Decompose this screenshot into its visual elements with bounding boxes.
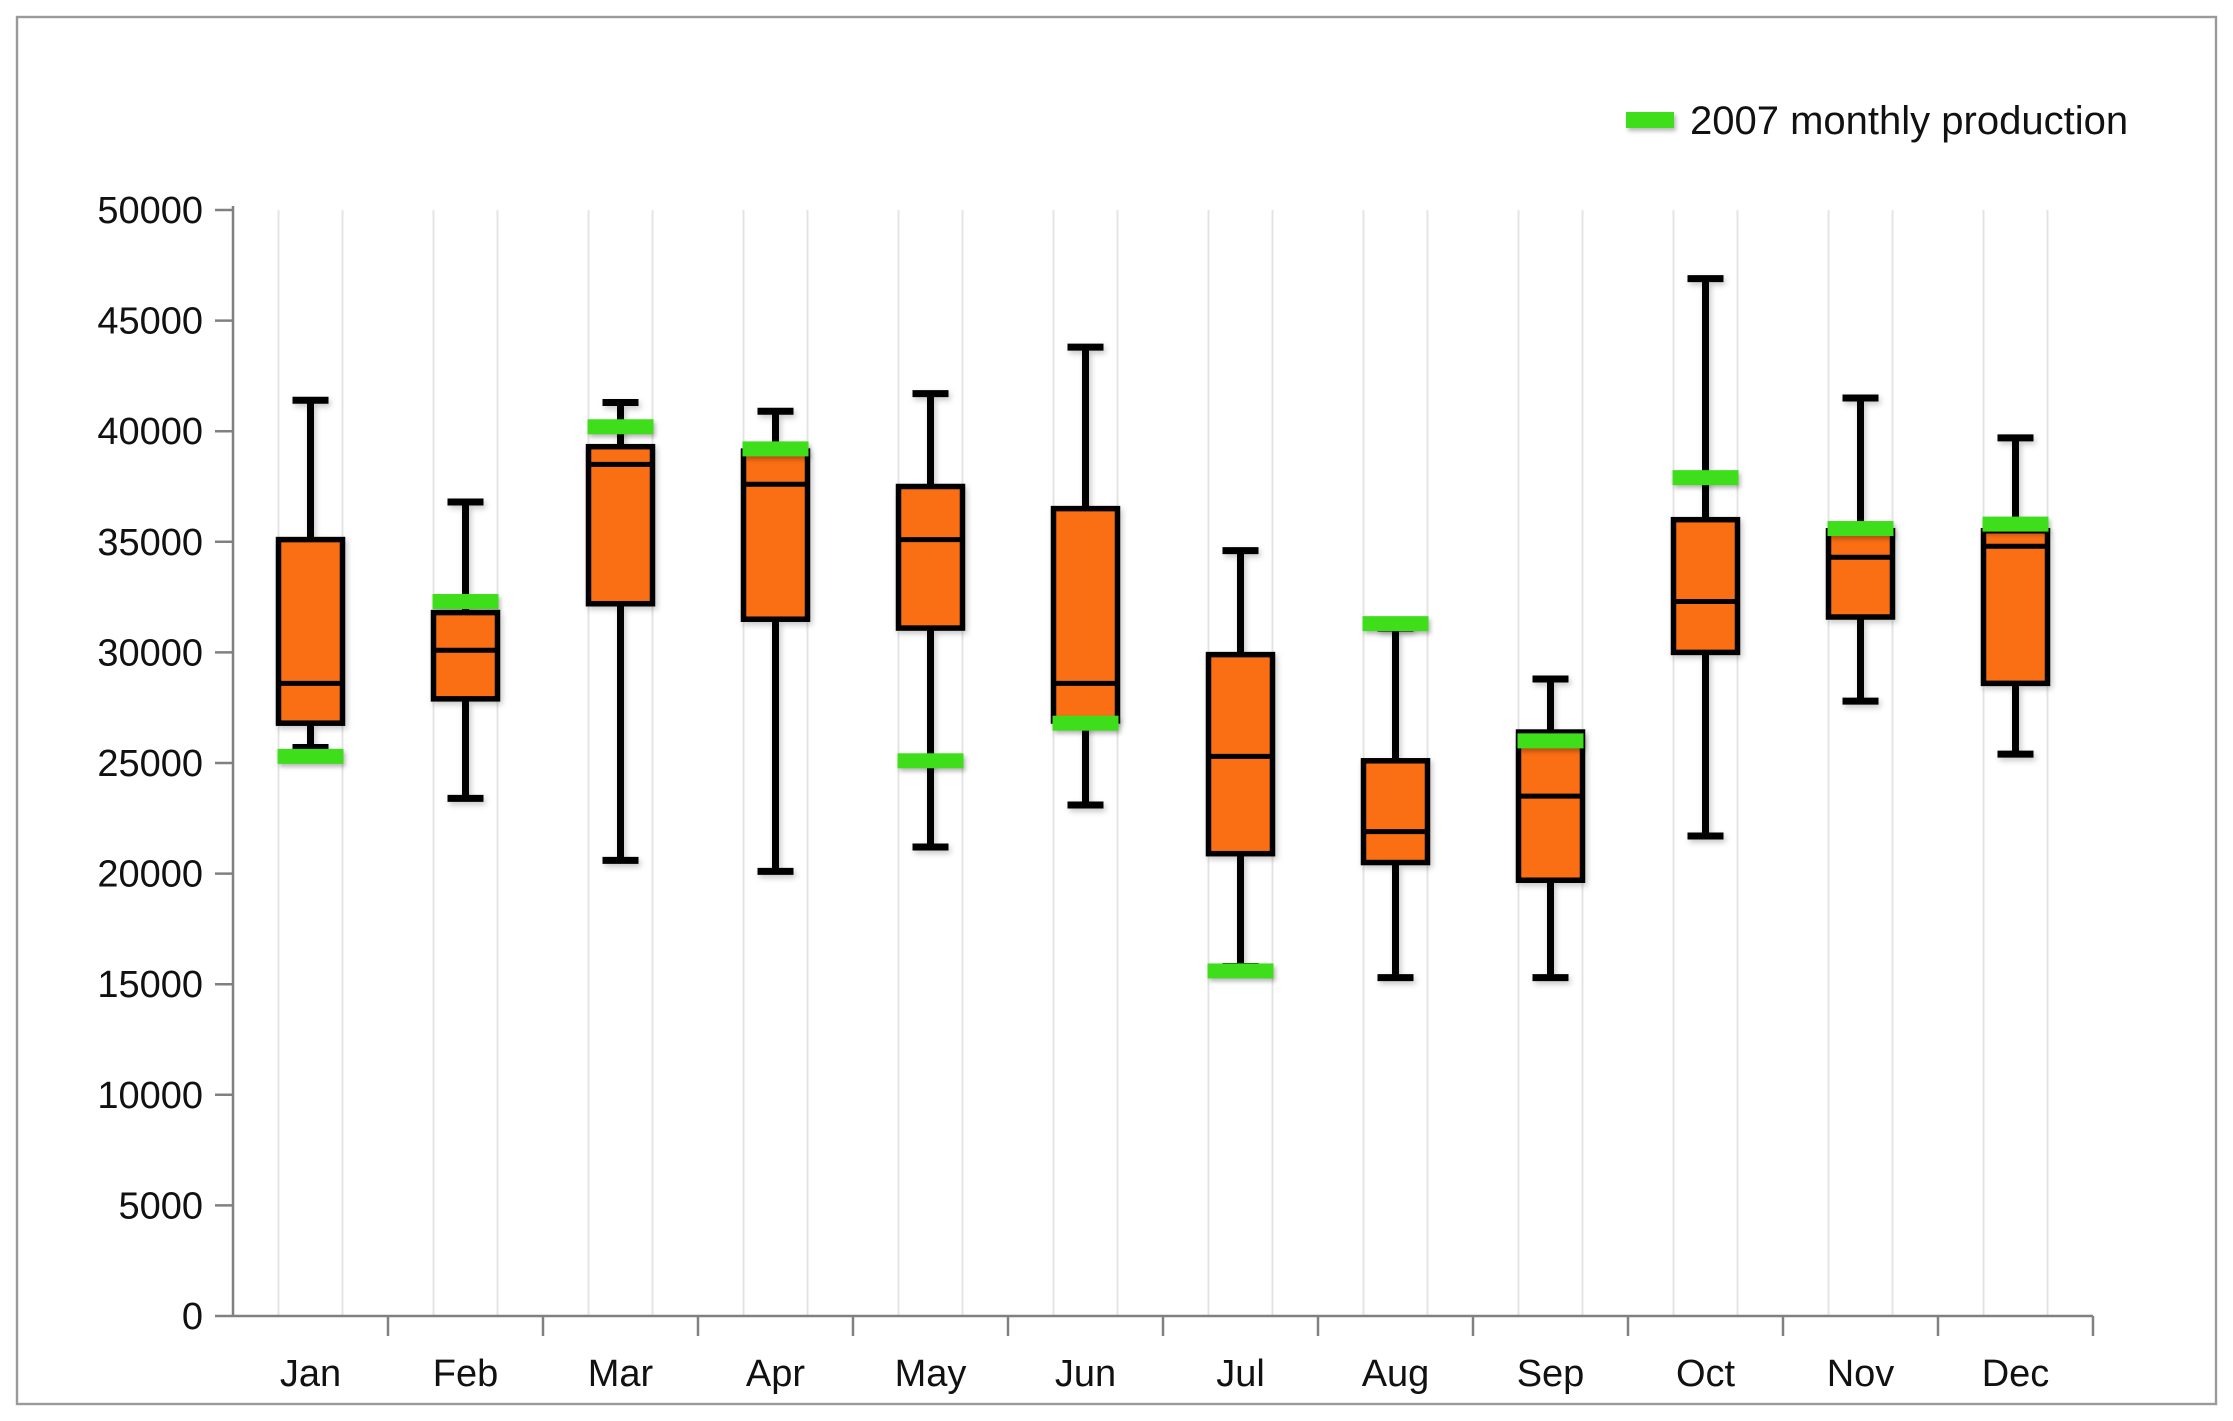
month-label: Oct	[1676, 1353, 1736, 1395]
iqr-box	[430, 609, 501, 702]
legend: 2007 monthly production	[1626, 99, 2128, 143]
legend-label: 2007 monthly production	[1690, 99, 2128, 143]
iqr-box	[895, 483, 966, 631]
production-dash-feb	[432, 594, 499, 610]
iqr-box	[585, 443, 656, 607]
y-tick-label: 45000	[97, 301, 203, 343]
iqr-box	[1670, 516, 1741, 656]
legend-swatch-dash	[1626, 112, 1674, 128]
y-tick-label: 0	[182, 1296, 203, 1338]
iqr-box	[1515, 729, 1586, 883]
production-dash-nov	[1827, 521, 1894, 537]
iqr-box	[1050, 505, 1121, 724]
y-tick-label: 35000	[97, 522, 203, 564]
month-label: Sep	[1517, 1353, 1585, 1395]
production-dash-jan	[277, 748, 344, 764]
y-tick-label: 20000	[97, 854, 203, 896]
iqr-box	[740, 448, 811, 622]
month-label: Aug	[1362, 1353, 1430, 1395]
box-group-jun	[1050, 343, 1121, 809]
month-label: May	[895, 1353, 967, 1395]
production-dash-mar	[587, 419, 654, 435]
y-tick-label: 5000	[118, 1185, 203, 1227]
iqr-box	[1825, 527, 1896, 620]
box-group-oct	[1670, 275, 1741, 840]
y-tick-label: 25000	[97, 743, 203, 785]
month-label: Jul	[1216, 1353, 1265, 1395]
y-tick-label: 30000	[97, 632, 203, 674]
y-tick-label: 40000	[97, 411, 203, 453]
production-dash-series	[277, 419, 2049, 979]
month-label: Mar	[588, 1353, 654, 1395]
column-guides	[277, 210, 2049, 1316]
box-group-aug	[1360, 624, 1431, 982]
month-label: Feb	[433, 1353, 498, 1395]
box-whisker-series	[275, 275, 2051, 982]
month-label: Dec	[1982, 1353, 2050, 1395]
box-group-jan	[275, 396, 346, 752]
month-label: Nov	[1827, 1353, 1895, 1395]
y-tick-label: 15000	[97, 964, 203, 1006]
production-dash-sep	[1517, 733, 1584, 749]
production-dash-may	[897, 753, 964, 769]
production-dash-jul	[1207, 963, 1274, 979]
month-label: Apr	[746, 1353, 805, 1395]
production-dash-jun	[1052, 715, 1119, 731]
month-label: Jun	[1055, 1353, 1116, 1395]
box-group-may	[895, 390, 966, 851]
production-dash-dec	[1982, 516, 2049, 532]
y-tick-label: 50000	[97, 190, 203, 232]
y-tick-label: 10000	[97, 1075, 203, 1117]
box-group-nov	[1825, 394, 1896, 705]
month-label: Jan	[280, 1353, 341, 1395]
iqr-box	[1980, 527, 2051, 687]
frame-border	[15, 15, 2218, 1406]
box-group-jul	[1205, 547, 1276, 971]
box-group-feb	[430, 498, 501, 802]
axes: 0 5000 10000 15000 20000 25000 30000 35000 40000…	[97, 190, 2095, 1395]
production-dash-aug	[1362, 616, 1429, 632]
box-group-sep	[1515, 675, 1586, 982]
production-dash-apr	[742, 441, 809, 457]
iqr-box	[1360, 758, 1431, 866]
production-dash-oct	[1672, 470, 1739, 486]
box-group-apr	[740, 407, 811, 875]
box-group-dec	[1980, 434, 2051, 758]
iqr-box	[275, 536, 346, 726]
box-group-mar	[585, 398, 656, 864]
